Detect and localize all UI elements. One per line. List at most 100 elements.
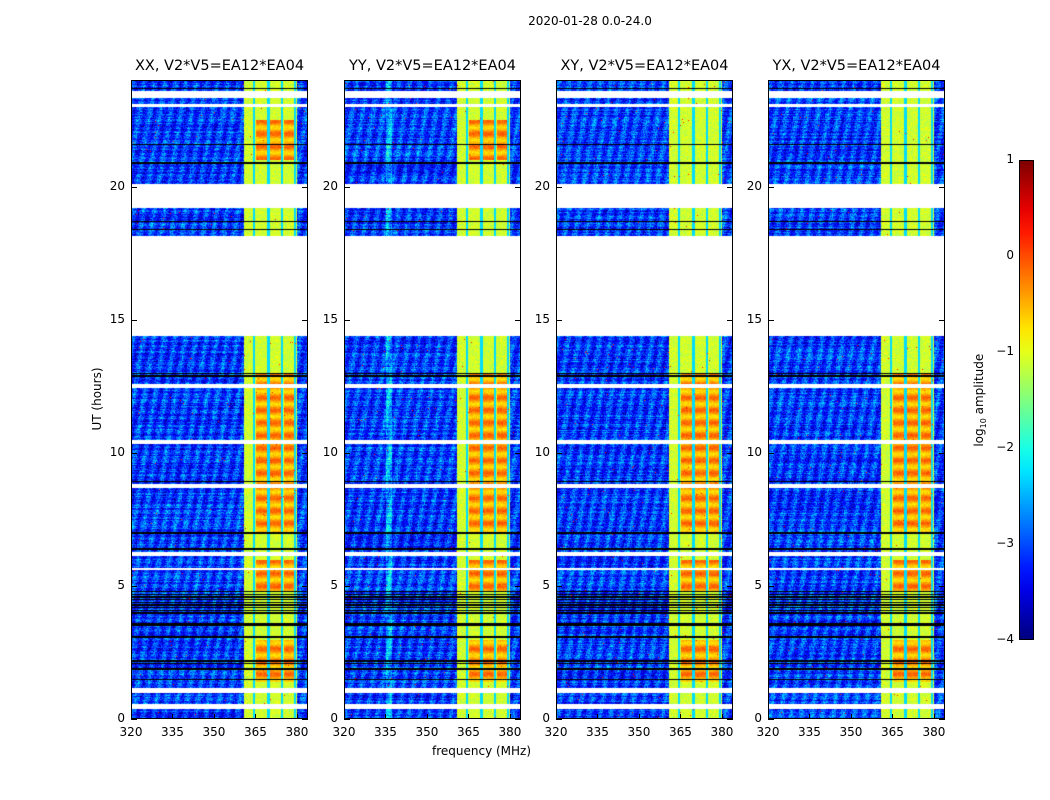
y-tick-mark bbox=[131, 186, 137, 188]
x-tick-label: 365 bbox=[669, 725, 692, 739]
y-tick-label: 10 bbox=[322, 444, 338, 459]
x-tick-label: 365 bbox=[457, 725, 480, 739]
y-tick-mark bbox=[939, 452, 945, 454]
heatmap-image bbox=[344, 80, 521, 719]
y-tick-mark bbox=[344, 585, 350, 587]
x-tick-label: 320 bbox=[119, 725, 143, 739]
heatmap-image bbox=[556, 80, 733, 719]
x-tick-mark bbox=[385, 714, 387, 719]
y-tick-mark bbox=[727, 452, 733, 454]
colorbar-label-suffix: amplitude bbox=[971, 353, 986, 419]
x-tick-label: 365 bbox=[244, 725, 267, 739]
colorbar-label: log10 amplitude bbox=[972, 350, 988, 450]
x-tick-mark bbox=[131, 714, 132, 719]
y-tick-label: 5 bbox=[542, 577, 550, 592]
colorbar-tick-label: −2 bbox=[996, 440, 1014, 454]
x-tick-mark bbox=[809, 714, 811, 719]
y-axis-label: UT (hours) bbox=[90, 367, 104, 431]
x-tick-label: 350 bbox=[202, 725, 226, 739]
y-tick-label: 5 bbox=[754, 577, 762, 592]
x-tick-label: 320 bbox=[756, 725, 780, 739]
y-tick-mark bbox=[302, 186, 308, 188]
x-tick-label: 335 bbox=[374, 725, 397, 739]
x-tick-mark bbox=[892, 714, 894, 719]
y-tick-mark bbox=[768, 719, 774, 720]
x-tick-label: 350 bbox=[627, 725, 651, 739]
y-tick-label: 10 bbox=[109, 444, 125, 459]
y-tick-label: 20 bbox=[109, 178, 125, 193]
x-tick-mark bbox=[255, 714, 257, 719]
colorbar bbox=[1019, 160, 1034, 640]
x-tick-label: 365 bbox=[881, 725, 904, 739]
x-tick-mark bbox=[426, 714, 428, 719]
x-tick-mark bbox=[768, 714, 769, 719]
y-tick-mark bbox=[939, 585, 945, 587]
x-tick-label: 380 bbox=[285, 725, 309, 739]
panel-title: YX, V2*V5=EA12*EA04 bbox=[772, 58, 941, 74]
x-tick-label: 335 bbox=[586, 725, 609, 739]
colorbar-label-sub: 10 bbox=[979, 418, 989, 429]
y-tick-label: 15 bbox=[109, 311, 125, 326]
y-tick-label: 0 bbox=[117, 711, 125, 725]
y-tick-mark bbox=[302, 585, 308, 587]
y-tick-label: 10 bbox=[746, 444, 762, 459]
y-tick-label: 0 bbox=[542, 711, 550, 725]
figure-title: 2020-01-28 0.0-24.0 bbox=[528, 14, 652, 28]
spectrogram-panel-1: YY, V2*V5=EA12*EA04 320 335 350 365 380 0 5 10 15… bbox=[323, 58, 522, 739]
x-tick-mark bbox=[172, 714, 174, 719]
x-tick-label: 380 bbox=[498, 725, 522, 739]
y-tick-mark bbox=[768, 319, 774, 321]
y-tick-mark bbox=[131, 319, 137, 321]
x-axis-label: frequency (MHz) bbox=[432, 744, 532, 758]
x-tick-mark bbox=[597, 714, 599, 719]
x-tick-label: 380 bbox=[710, 725, 734, 739]
y-tick-mark bbox=[131, 585, 137, 587]
spectrogram-panel-0: XX, V2*V5=EA12*EA04 320 335 350 365 380 0 5 10 15… bbox=[110, 58, 309, 739]
y-tick-mark bbox=[515, 585, 521, 587]
y-tick-mark bbox=[131, 452, 137, 454]
colorbar-tick-label: −1 bbox=[996, 344, 1014, 358]
y-tick-mark bbox=[768, 452, 774, 454]
x-tick-label: 320 bbox=[544, 725, 568, 739]
y-tick-mark bbox=[556, 186, 562, 188]
y-tick-mark bbox=[556, 719, 562, 720]
y-tick-label: 20 bbox=[534, 178, 550, 193]
y-tick-label: 15 bbox=[322, 311, 338, 326]
y-tick-mark bbox=[515, 186, 521, 188]
y-tick-mark bbox=[727, 186, 733, 188]
x-tick-label: 350 bbox=[839, 725, 863, 739]
panel-title: XY, V2*V5=EA12*EA04 bbox=[560, 58, 729, 74]
colorbar-tick-label: −4 bbox=[996, 632, 1014, 646]
x-tick-label: 320 bbox=[332, 725, 356, 739]
y-tick-mark bbox=[344, 719, 350, 720]
y-tick-label: 15 bbox=[534, 311, 550, 326]
y-tick-mark bbox=[727, 719, 733, 720]
y-tick-mark bbox=[302, 452, 308, 454]
colorbar-tick-label: 0 bbox=[1006, 248, 1014, 262]
y-tick-label: 0 bbox=[330, 711, 338, 725]
spectrogram-panel-3: YX, V2*V5=EA12*EA04 320 335 350 365 380 0 5 10 15… bbox=[747, 58, 946, 739]
y-tick-mark bbox=[768, 585, 774, 587]
x-tick-label: 335 bbox=[161, 725, 184, 739]
y-tick-mark bbox=[344, 186, 350, 188]
y-tick-mark bbox=[302, 319, 308, 321]
x-tick-mark bbox=[638, 714, 640, 719]
colorbar-label-prefix: log bbox=[971, 428, 986, 447]
y-tick-label: 20 bbox=[322, 178, 338, 193]
y-tick-mark bbox=[515, 719, 521, 720]
x-tick-mark bbox=[680, 714, 682, 719]
x-tick-mark bbox=[721, 714, 723, 719]
y-tick-label: 20 bbox=[746, 178, 762, 193]
y-tick-mark bbox=[556, 585, 562, 587]
y-tick-label: 15 bbox=[746, 311, 762, 326]
y-tick-mark bbox=[939, 319, 945, 321]
x-tick-mark bbox=[468, 714, 470, 719]
colorbar-tick-label: −3 bbox=[996, 536, 1014, 550]
x-tick-label: 350 bbox=[415, 725, 439, 739]
y-tick-mark bbox=[131, 719, 137, 720]
y-tick-mark bbox=[515, 319, 521, 321]
x-tick-label: 380 bbox=[922, 725, 946, 739]
heatmap-image bbox=[768, 80, 945, 719]
x-tick-mark bbox=[213, 714, 215, 719]
panel-title: YY, V2*V5=EA12*EA04 bbox=[349, 58, 516, 74]
